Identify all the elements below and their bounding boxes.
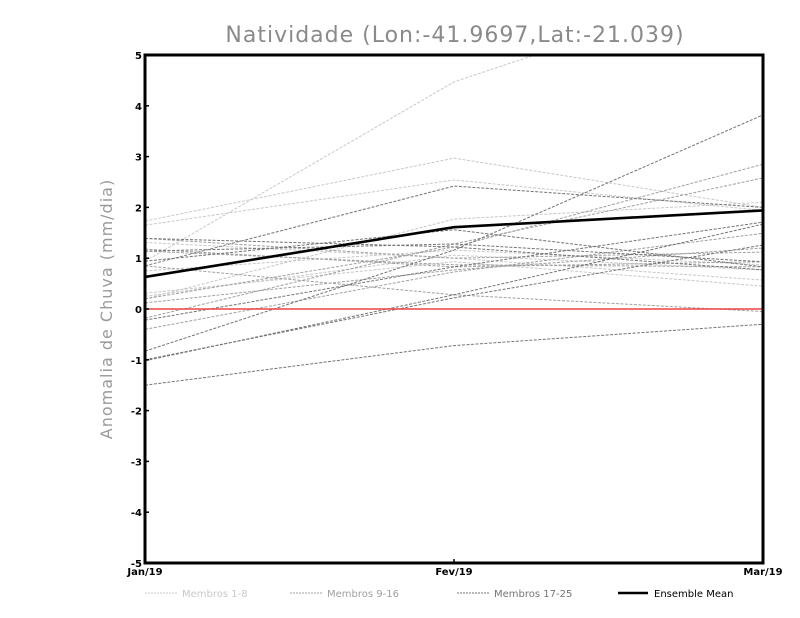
y-tick-label: 4: [135, 102, 142, 113]
member-line-19: [145, 114, 763, 352]
member-line-3: [145, 55, 537, 262]
y-ticks: -5 -4 -3 -2 -1 0 1 2 3 4 5: [131, 51, 149, 570]
member-line-9: [145, 250, 763, 268]
ensemble-mean-line: [145, 209, 763, 279]
y-tick-label: 3: [135, 153, 142, 164]
member-line-13: [145, 232, 763, 330]
mean-layer: [145, 209, 763, 279]
member-line-11: [145, 177, 763, 319]
x-ticks: Jan/19 Fev/19 Mar/19: [126, 559, 783, 578]
member-line-4: [145, 241, 763, 281]
member-line-12: [145, 248, 763, 268]
chart-title: Natividade (Lon:-41.9697,Lat:-21.039): [225, 23, 684, 48]
legend: Membros 1-8 Membros 9-16 Membros 17-25 Ense…: [145, 589, 733, 600]
legend-label-1: Membros 1-8: [182, 589, 248, 600]
member-line-22: [145, 223, 763, 362]
y-axis-label: Anomalia de Chuva (mm/dia): [97, 179, 116, 439]
legend-label-2: Membros 9-16: [327, 589, 399, 600]
y-tick-label: -4: [131, 508, 142, 519]
member-line-7: [145, 249, 763, 272]
member-line-8: [145, 201, 763, 300]
x-tick-label: Fev/19: [435, 567, 472, 578]
member-line-20: [145, 323, 763, 386]
member-line-15: [145, 265, 763, 313]
y-tick-label: 2: [135, 203, 142, 214]
x-tick-label: Jan/19: [126, 567, 162, 578]
member-line-1: [145, 157, 763, 222]
member-line-25: [145, 229, 763, 268]
y-tick-label: 0: [135, 305, 142, 316]
member-line-23: [145, 221, 763, 321]
member-line-6: [145, 254, 763, 297]
member-line-10: [145, 247, 763, 304]
legend-label-4: Ensemble Mean: [654, 589, 733, 600]
series-layer: [145, 55, 763, 386]
y-tick-label: 5: [135, 51, 142, 62]
member-line-17: [145, 185, 763, 267]
member-line-14: [145, 163, 763, 300]
member-line-24: [145, 243, 763, 263]
x-tick-label: Mar/19: [743, 567, 782, 578]
y-tick-label: -5: [131, 559, 142, 570]
y-tick-label: -2: [131, 407, 142, 418]
y-tick-label: -1: [131, 356, 142, 367]
y-tick-label: -3: [131, 457, 142, 468]
member-line-5: [145, 261, 763, 294]
legend-label-3: Membros 17-25: [494, 589, 572, 600]
member-line-21: [145, 237, 763, 271]
y-tick-label: 1: [135, 254, 142, 265]
